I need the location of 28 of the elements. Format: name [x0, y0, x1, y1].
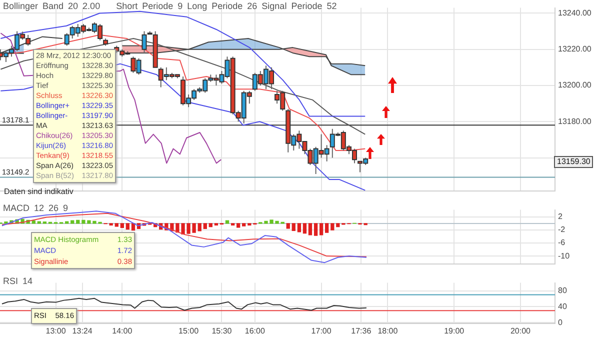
x-tick-label: 14:00	[112, 326, 133, 336]
y-tick-label: 13220.00	[558, 44, 592, 54]
y-tick-label: -10	[558, 251, 570, 260]
x-tick-label: 13:00	[46, 326, 66, 336]
chart-title: MACD 12 26 9	[3, 203, 68, 213]
x-tick-label: 13:24	[72, 326, 93, 336]
x-tick-label: 16:00	[244, 326, 266, 336]
y-tick-label: -2	[558, 225, 566, 234]
x-tick-label: 17:36	[351, 326, 372, 336]
x-tick-label: 17:00	[311, 326, 332, 336]
x-tick-label: 15:30	[212, 326, 232, 336]
chart-title: Bollinger Band 20 2.00	[3, 1, 100, 11]
y-tick-label: 40	[558, 302, 568, 311]
annotation: Daten sind indikativ	[4, 187, 74, 196]
y-tick-label: 13180.00	[558, 116, 592, 126]
chart-subtitle: Short Periode 9 Long Periode 26 Signal Periode 52	[116, 1, 337, 11]
y-tick-label: 80	[558, 286, 568, 295]
x-tick-label: 20:00	[510, 326, 532, 336]
y-tick-label: -6	[558, 238, 566, 248]
y-tick-label: 13200.00	[558, 80, 592, 90]
x-tick-label: 18:00	[378, 326, 398, 336]
y-tick-label: 13240.00	[558, 8, 592, 18]
x-tick-label: 19:00	[444, 326, 465, 336]
y-tick-label: 0	[558, 318, 563, 327]
text: 13159.30	[554, 156, 594, 168]
x-tick-label: 15:00	[178, 326, 200, 336]
chart-title: RSI 14	[3, 276, 33, 286]
y-tick-label: 2	[558, 212, 563, 222]
